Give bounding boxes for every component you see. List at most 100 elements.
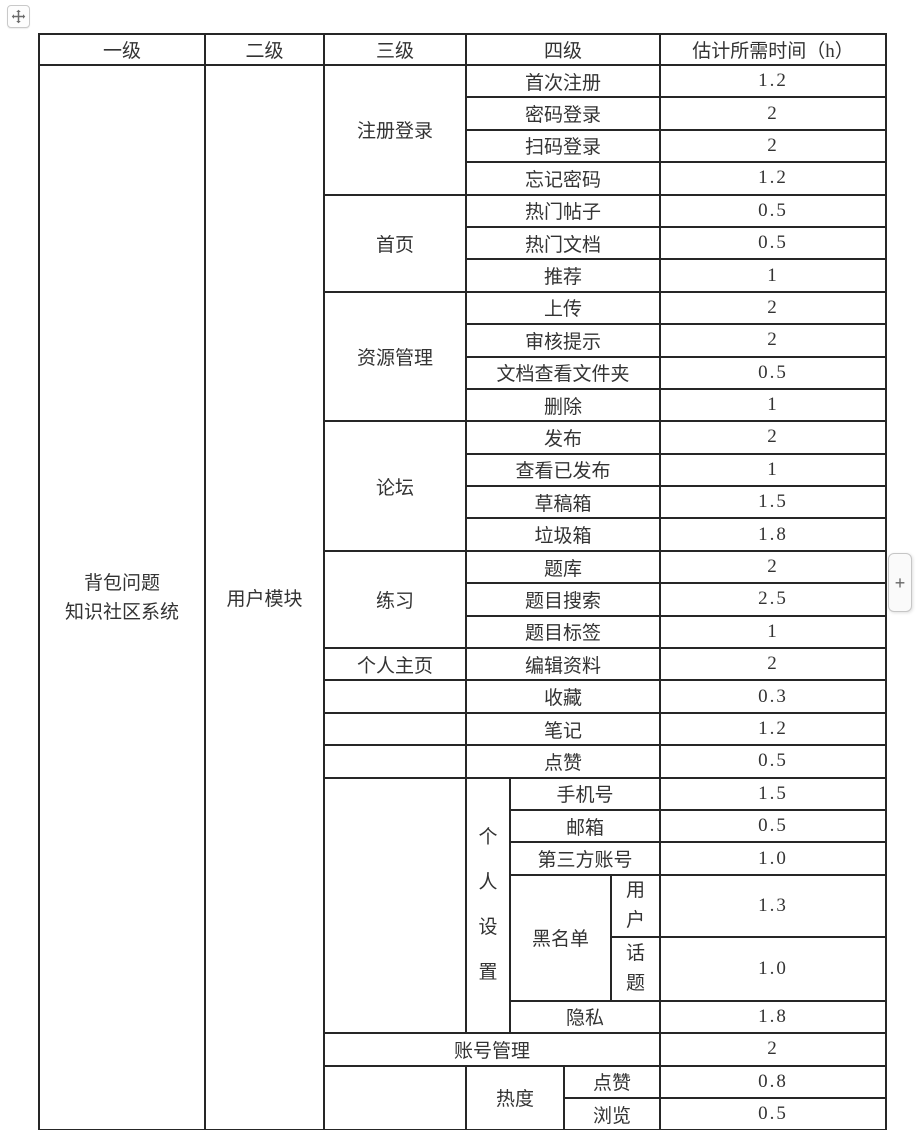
table-row: 草稿箱 1.5 (39, 485, 888, 520)
cell-item[interactable]: 手机号 (508, 776, 662, 811)
cell-item[interactable]: 点赞 (562, 1064, 662, 1099)
cell-item[interactable]: 审核提示 (464, 323, 662, 358)
table-row: 扫码登录 2 (39, 128, 888, 164)
cell-level2-module[interactable]: 用户模块 (204, 63, 325, 1130)
cell-hours[interactable]: 0.5 (659, 193, 888, 228)
cell-hours[interactable]: 0.5 (659, 808, 888, 844)
cell-hours[interactable]: 0.5 (659, 355, 888, 390)
cell-item[interactable]: 点赞 (464, 744, 662, 779)
table-row: 题目标签 1 (39, 614, 888, 650)
cell-item[interactable]: 草稿箱 (464, 485, 662, 520)
cell-hours[interactable]: 1 (659, 614, 888, 650)
cell-item[interactable]: 话 题 (609, 935, 662, 1002)
table-row: 邮箱 0.5 (39, 808, 888, 844)
cell-item[interactable]: 热门帖子 (464, 193, 662, 228)
cell-item[interactable]: 推荐 (464, 258, 662, 293)
cell-hours[interactable]: 1.3 (659, 873, 888, 938)
cell-item[interactable]: 扫码登录 (464, 128, 662, 164)
cell-item-account-management[interactable]: 账号管理 (322, 1032, 662, 1067)
cell-group-profile-page[interactable]: 个人主页 (323, 647, 467, 682)
table-row: 账号管理 2 (39, 1032, 888, 1067)
cell-item[interactable]: 查看已发布 (464, 452, 662, 488)
cell-group-blacklist[interactable]: 黑名单 (509, 873, 612, 1002)
table-move-handle[interactable] (7, 5, 30, 28)
table-row: 热门文档 0.5 (39, 225, 888, 261)
cell-group-empty[interactable] (323, 776, 467, 1035)
cell-hours[interactable]: 0.3 (659, 679, 888, 714)
cell-item[interactable]: 浏览 (562, 1096, 662, 1130)
cell-hours[interactable]: 1 (659, 387, 888, 423)
cell-hours[interactable]: 1.0 (659, 935, 888, 1002)
cell-item[interactable]: 笔记 (464, 711, 662, 747)
cell-group-register-login[interactable]: 注册登录 (323, 64, 467, 196)
cell-hours[interactable]: 0.8 (659, 1064, 888, 1099)
cell-hours[interactable]: 1.2 (659, 161, 888, 196)
cell-hours[interactable]: 2 (659, 96, 888, 131)
cell-group-resource-management[interactable]: 资源管理 (323, 290, 467, 423)
cell-hours[interactable]: 1.2 (659, 711, 888, 747)
cell-group-empty[interactable] (323, 711, 467, 747)
cell-hours[interactable]: 2 (659, 323, 888, 358)
cell-hours[interactable]: 2 (659, 1032, 888, 1067)
cell-item[interactable]: 垃圾箱 (464, 517, 662, 552)
cell-item[interactable]: 题库 (464, 549, 662, 585)
cell-item[interactable]: 收藏 (464, 679, 662, 714)
cell-item[interactable]: 忘记密码 (464, 161, 662, 196)
cell-hours[interactable]: 1.0 (659, 841, 888, 876)
cell-item[interactable]: 首次注册 (464, 63, 662, 99)
table-row: 删除 1 (39, 387, 888, 423)
cell-hours[interactable]: 2 (659, 549, 888, 585)
cell-hours[interactable]: 1.2 (659, 63, 888, 99)
header-level2[interactable]: 二级 (204, 33, 325, 66)
cell-group-practice[interactable]: 练习 (323, 549, 467, 650)
cell-hours[interactable]: 0.5 (659, 1096, 888, 1130)
cell-item[interactable]: 上传 (464, 290, 662, 326)
table-row: 收藏 0.3 (39, 679, 888, 714)
cell-item[interactable]: 邮箱 (508, 808, 662, 844)
cell-item[interactable]: 密码登录 (464, 96, 662, 131)
cell-item[interactable]: 文档查看文件夹 (464, 355, 662, 390)
cell-item[interactable]: 隐私 (508, 999, 662, 1035)
cell-item[interactable]: 第三方账号 (508, 841, 662, 876)
cell-group-home[interactable]: 首页 (323, 193, 467, 293)
cell-item[interactable]: 题目搜索 (464, 582, 662, 617)
cell-hours[interactable]: 0.5 (659, 744, 888, 779)
cell-hours[interactable]: 0.5 (659, 225, 888, 261)
cell-item[interactable]: 删除 (464, 387, 662, 423)
cell-hours[interactable]: 2 (659, 647, 888, 682)
cell-hours[interactable]: 1.8 (659, 517, 888, 552)
cell-hours[interactable]: 2 (659, 420, 888, 455)
wbs-table: 一级 二级 三级 四级 估计所需时间（h） 背包问题 知识社区系统 用户模块 注… (38, 33, 888, 1130)
cell-hours[interactable]: 2.5 (659, 582, 888, 617)
cell-item[interactable]: 热门文档 (464, 225, 662, 261)
cell-hours[interactable]: 1 (659, 258, 888, 293)
cell-item[interactable]: 题目标签 (464, 614, 662, 650)
cell-item[interactable]: 用 户 (609, 873, 662, 938)
header-level4[interactable]: 四级 (464, 33, 662, 66)
table-add-button[interactable]: + (888, 553, 912, 612)
cell-level1-system[interactable]: 背包问题 知识社区系统 (38, 63, 206, 1130)
header-level3[interactable]: 三级 (323, 33, 467, 66)
header-level1[interactable]: 一级 (38, 33, 206, 66)
table-header-row: 一级 二级 三级 四级 估计所需时间（h） (38, 33, 888, 66)
cell-group-forum[interactable]: 论坛 (323, 420, 467, 552)
cell-group-personal-settings[interactable]: 个 人 设 置 (465, 776, 511, 1035)
cell-group-empty[interactable] (323, 744, 467, 779)
cell-group-popularity[interactable]: 热度 (465, 1064, 565, 1130)
plus-icon: + (894, 572, 906, 593)
table-row: 浏览 0.5 (39, 1096, 888, 1130)
cell-hours[interactable]: 1.5 (659, 485, 888, 520)
cell-group-empty[interactable] (323, 679, 467, 714)
cell-hours[interactable]: 1.5 (659, 776, 888, 811)
cell-item[interactable]: 编辑资料 (464, 647, 662, 682)
cell-group-empty[interactable] (323, 1064, 467, 1130)
table-row: 推荐 1 (39, 258, 888, 293)
table-row: 首页 热门帖子 0.5 (39, 193, 888, 293)
header-time[interactable]: 估计所需时间（h） (659, 33, 888, 66)
cell-hours[interactable]: 2 (659, 290, 888, 326)
cell-item[interactable]: 发布 (464, 420, 662, 455)
table-row: 话 题 1.0 (39, 935, 888, 1002)
cell-hours[interactable]: 2 (659, 128, 888, 164)
cell-hours[interactable]: 1.8 (659, 999, 888, 1035)
cell-hours[interactable]: 1 (659, 452, 888, 488)
